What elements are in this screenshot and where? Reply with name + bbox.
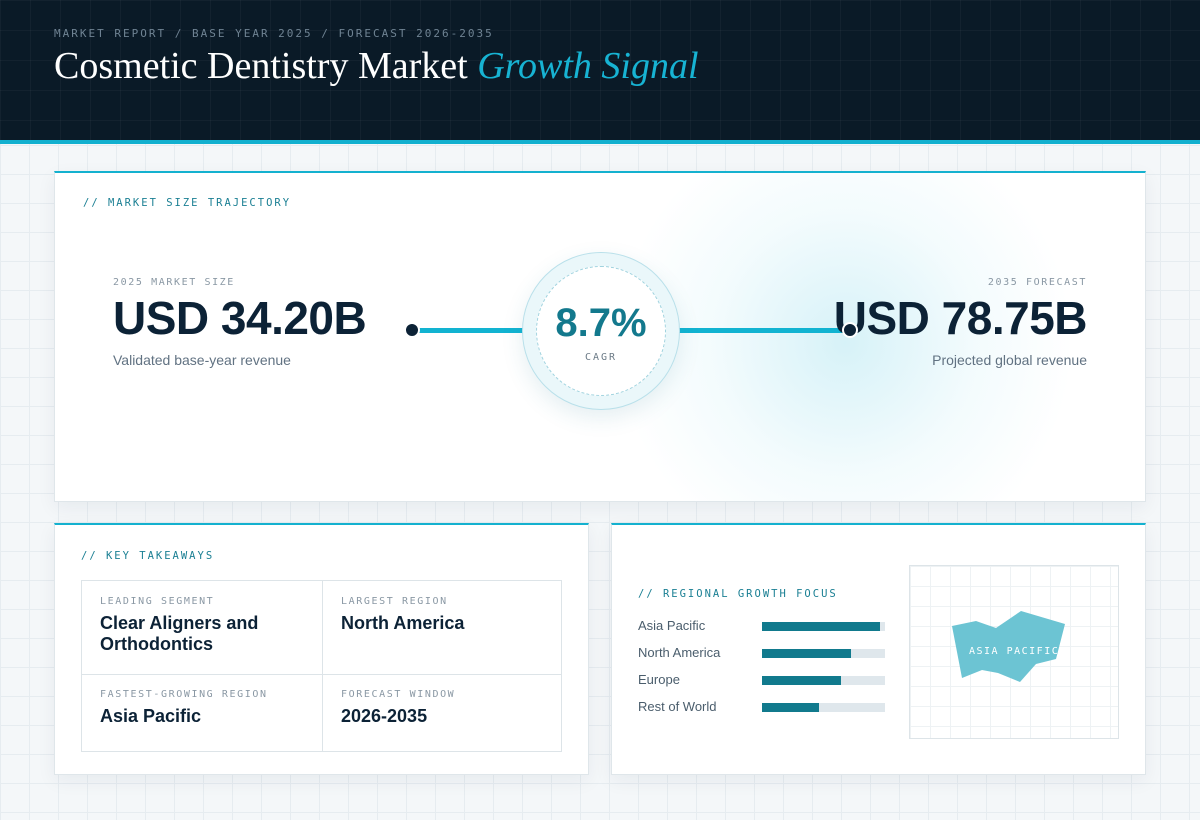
region-bar-track [762, 622, 885, 631]
region-bar-row: Europe [638, 671, 886, 698]
region-label: Rest of World [638, 699, 717, 714]
takeaway-label: FASTEST-GROWING REGION [100, 689, 268, 700]
section-label-trajectory: // MARKET SIZE TRAJECTORY [83, 197, 292, 209]
base-year-label: 2025 MARKET SIZE [113, 277, 235, 288]
regional-growth-card: // REGIONAL GROWTH FOCUS Asia Pacific No… [611, 523, 1146, 775]
takeaway-fastest-region: FASTEST-GROWING REGION Asia Pacific [82, 674, 322, 752]
cagr-label: CAGR [584, 352, 618, 363]
page-title-accent: Growth Signal [477, 45, 699, 87]
region-bar-fill [762, 622, 881, 631]
map-region-label: ASIA PACIFIC [969, 646, 1060, 657]
region-bar-row: Asia Pacific [638, 617, 886, 644]
forecast-block: 2035 FORECAST USD 78.75B Projected globa… [833, 277, 1088, 368]
market-size-card: // MARKET SIZE TRAJECTORY 2025 MARKET SI… [54, 171, 1146, 502]
takeaway-label: LEADING SEGMENT [100, 596, 215, 607]
region-bar-fill [762, 649, 851, 658]
region-label: Asia Pacific [638, 618, 706, 633]
takeaway-value: Clear Aligners and Orthodontics [100, 613, 259, 654]
key-takeaways-card: // KEY TAKEAWAYS LEADING SEGMENT Clear A… [54, 523, 589, 775]
region-label: Europe [638, 672, 680, 687]
report-header: MARKET REPORT / BASE YEAR 2025 / FORECAS… [0, 0, 1200, 144]
asia-pacific-map: ASIA PACIFIC [909, 565, 1119, 739]
region-bar-track [762, 676, 885, 685]
forecast-value: USD 78.75B [833, 292, 1088, 344]
takeaway-value: North America [341, 613, 465, 633]
region-bar-fill [762, 703, 819, 712]
region-bar-track [762, 703, 885, 712]
report-breadcrumb: MARKET REPORT / BASE YEAR 2025 / FORECAS… [54, 27, 494, 40]
cagr-value: 8.7% [555, 301, 647, 345]
section-label-regional: // REGIONAL GROWTH FOCUS [638, 588, 838, 600]
region-bar-track [762, 649, 885, 658]
forecast-caption: Projected global revenue [932, 352, 1087, 368]
takeaways-grid: LEADING SEGMENT Clear Aligners and Ortho… [81, 580, 562, 752]
region-bar-row: Rest of World [638, 698, 886, 725]
region-bar-fill [762, 676, 841, 685]
page-title: Cosmetic Dentistry Market Growth Signal [54, 44, 699, 88]
takeaway-forecast-window: FORECAST WINDOW 2026-2035 [322, 674, 562, 752]
base-year-value: USD 34.20B [113, 292, 367, 344]
region-shape-icon [952, 611, 1065, 682]
regional-bars: Asia Pacific North America Europe Rest o… [638, 617, 886, 725]
region-bar-row: North America [638, 644, 886, 671]
cagr-inner-circle: 8.7% CAGR [536, 266, 666, 396]
background-glow [615, 173, 1075, 501]
start-marker [404, 322, 420, 338]
end-marker [842, 322, 858, 338]
section-label-takeaways: // KEY TAKEAWAYS [81, 550, 215, 562]
region-label: North America [638, 645, 721, 660]
takeaway-largest-region: LARGEST REGION North America [322, 581, 562, 674]
cagr-badge: 8.7% CAGR [522, 252, 680, 410]
takeaway-value: 2026-2035 [341, 706, 428, 726]
takeaway-label: LARGEST REGION [341, 596, 448, 607]
base-year-caption: Validated base-year revenue [113, 352, 291, 368]
takeaway-leading-segment: LEADING SEGMENT Clear Aligners and Ortho… [82, 581, 322, 674]
takeaway-value: Asia Pacific [100, 706, 202, 726]
takeaway-label: FORECAST WINDOW [341, 689, 456, 700]
base-year-block: 2025 MARKET SIZE USD 34.20B Validated ba… [113, 277, 367, 368]
page-title-main: Cosmetic Dentistry Market [54, 45, 468, 87]
forecast-label: 2035 FORECAST [987, 277, 1087, 288]
